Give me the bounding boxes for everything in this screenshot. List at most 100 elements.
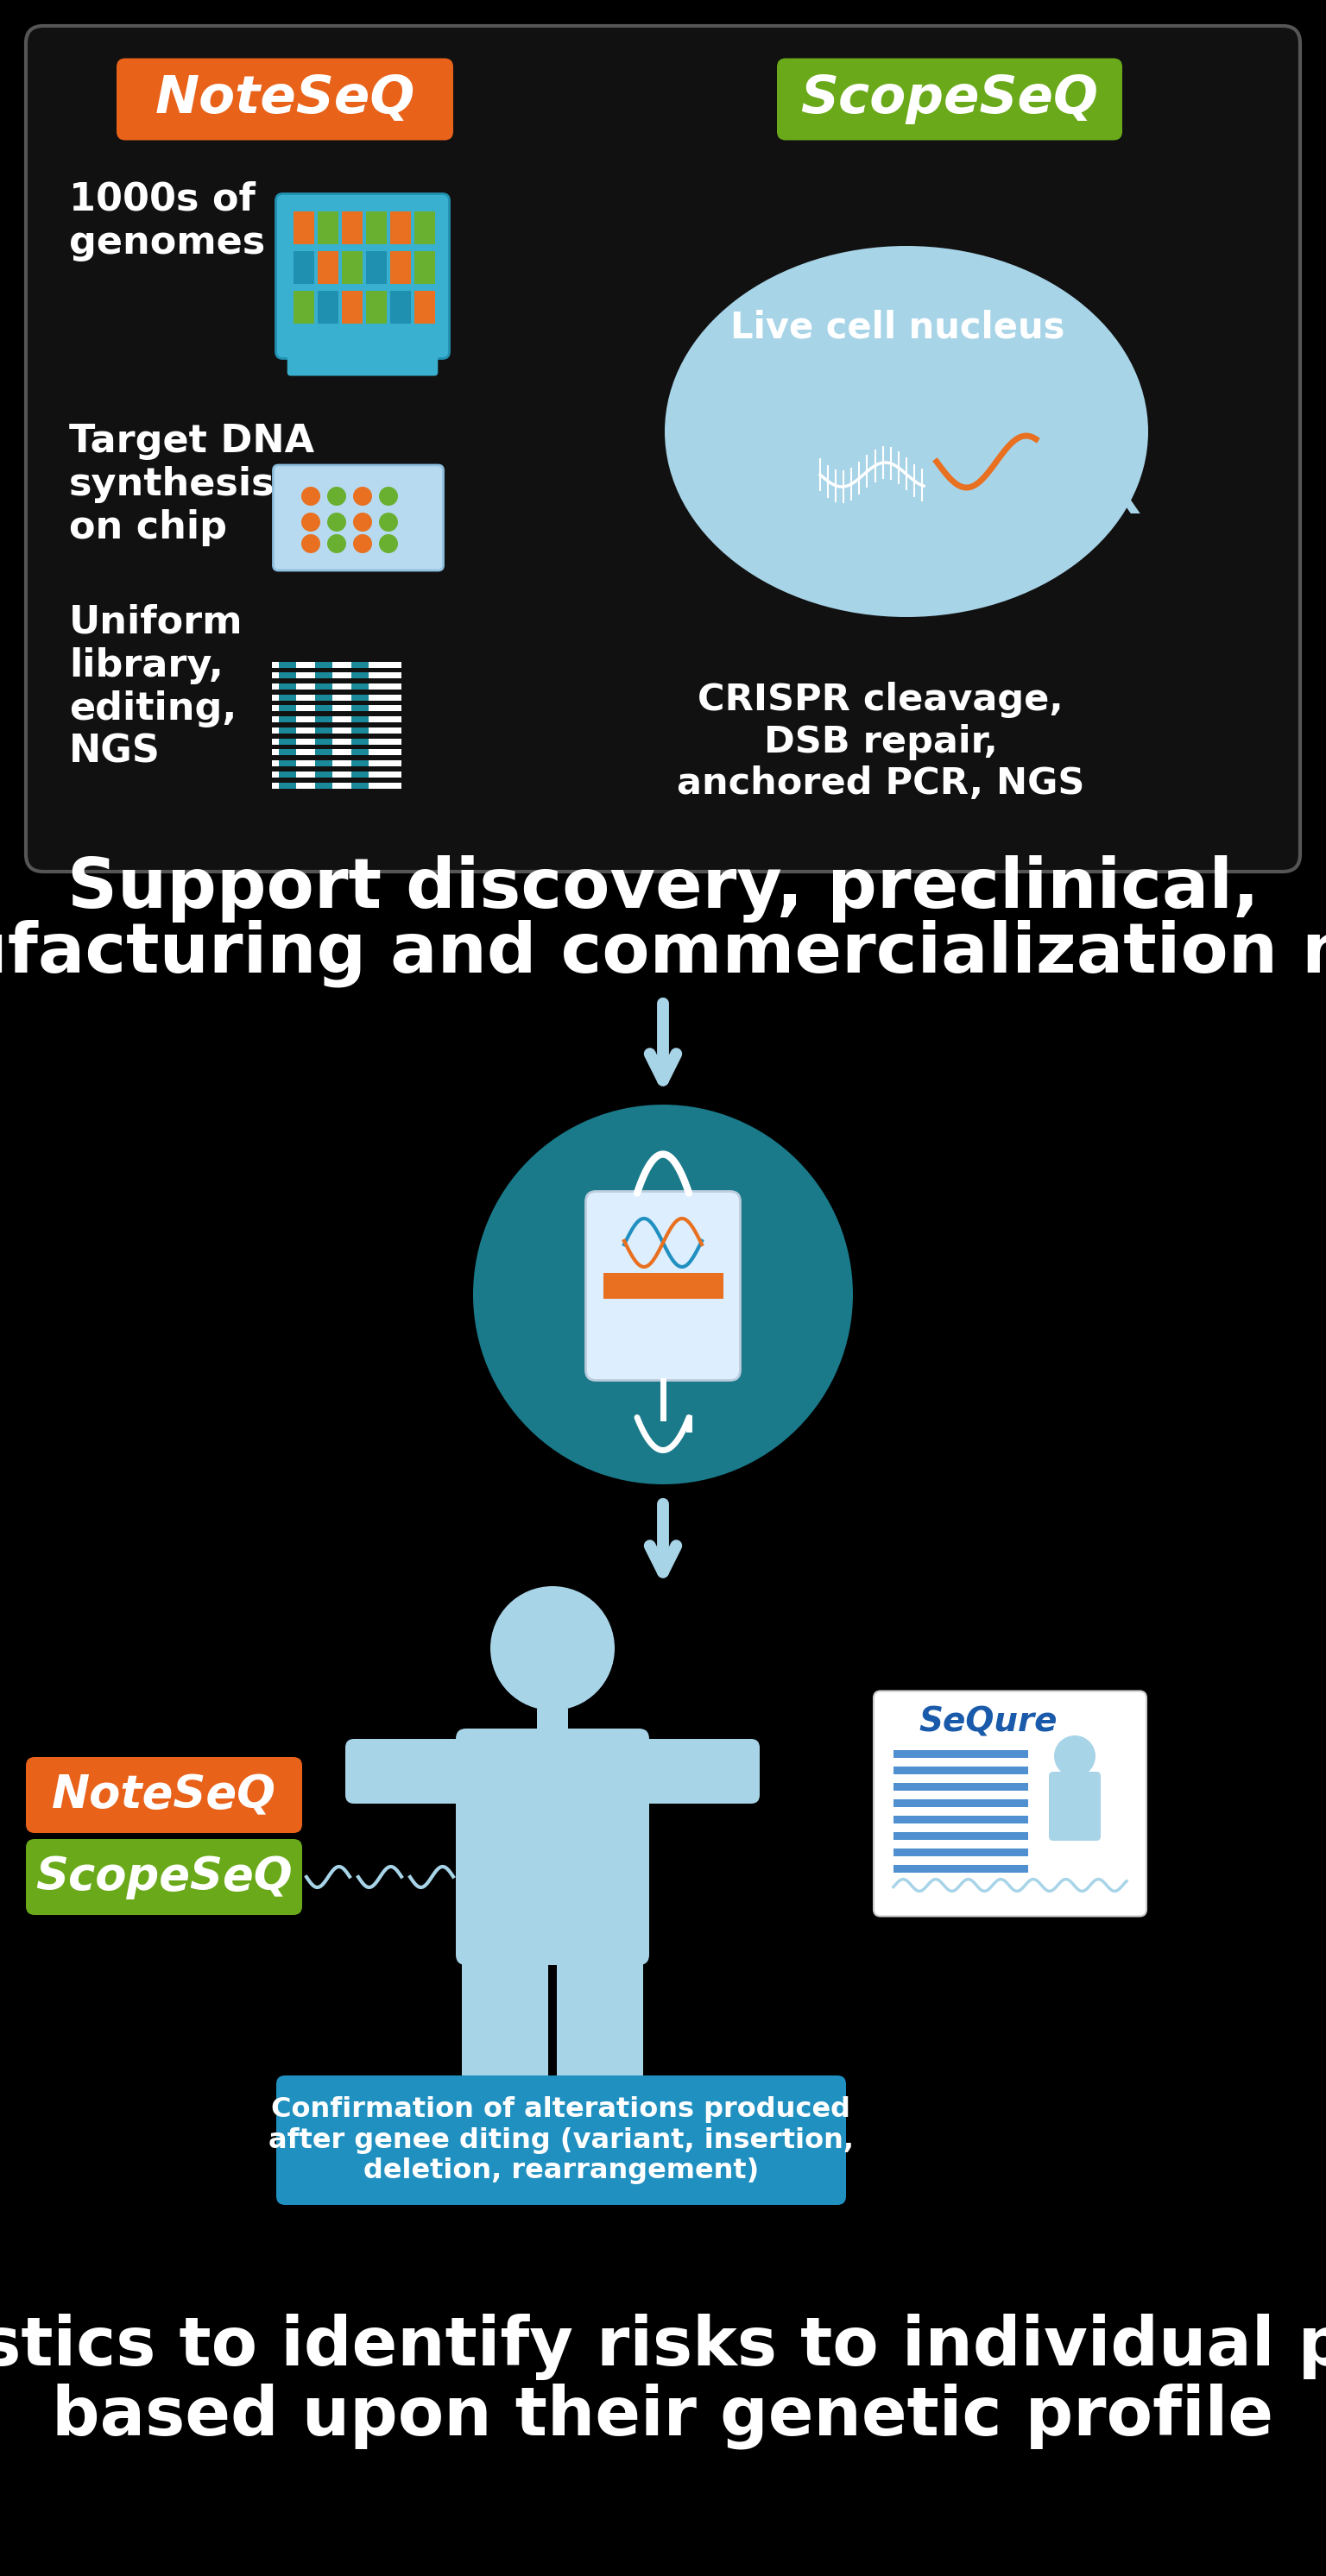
FancyBboxPatch shape (557, 1945, 643, 2154)
Bar (351, 662, 369, 667)
Bar (351, 696, 369, 701)
FancyBboxPatch shape (777, 59, 1122, 139)
Bar (316, 716, 333, 721)
Bar (316, 683, 333, 690)
Bar (293, 211, 314, 245)
Bar (316, 770, 333, 778)
Bar (316, 739, 333, 744)
Bar (351, 739, 369, 744)
Bar (351, 683, 369, 690)
Bar (537, 1708, 568, 1739)
Bar (414, 211, 435, 245)
FancyBboxPatch shape (117, 59, 453, 139)
Text: SeQure: SeQure (919, 1705, 1058, 1739)
Circle shape (353, 487, 373, 505)
Bar (366, 250, 386, 283)
Bar (603, 1273, 723, 1298)
FancyArrowPatch shape (650, 1005, 676, 1079)
Bar (351, 716, 369, 721)
Bar (278, 726, 296, 734)
Bar (390, 250, 411, 283)
Bar (341, 291, 362, 322)
FancyBboxPatch shape (27, 1839, 302, 1914)
Bar (317, 250, 338, 283)
Bar (341, 211, 362, 245)
FancyBboxPatch shape (456, 1728, 650, 1965)
FancyBboxPatch shape (276, 2076, 846, 2205)
FancyBboxPatch shape (586, 1190, 740, 1381)
Bar (278, 750, 296, 755)
FancyBboxPatch shape (276, 193, 450, 358)
Bar (272, 716, 400, 721)
Text: Support discovery, preclinical,: Support discovery, preclinical, (68, 855, 1258, 922)
Bar (316, 783, 333, 788)
Bar (351, 783, 369, 788)
Bar (272, 672, 400, 677)
Circle shape (328, 513, 346, 531)
Text: ScopeSeQ: ScopeSeQ (801, 75, 1098, 124)
Bar (894, 1798, 1028, 1806)
Bar (278, 739, 296, 744)
Bar (894, 1749, 1028, 1757)
Bar (278, 683, 296, 690)
Bar (316, 706, 333, 711)
Text: based upon their genetic profile: based upon their genetic profile (52, 2383, 1274, 2450)
FancyArrowPatch shape (650, 1504, 676, 1571)
Bar (272, 696, 400, 701)
Circle shape (491, 1587, 615, 1710)
Circle shape (301, 487, 321, 505)
Bar (316, 672, 333, 677)
Bar (366, 211, 386, 245)
Bar (351, 726, 369, 734)
Text: CRISPR cleavage,
DSB repair,
anchored PCR, NGS: CRISPR cleavage, DSB repair, anchored PC… (676, 683, 1085, 801)
Bar (278, 716, 296, 721)
Bar (272, 726, 400, 734)
Bar (278, 662, 296, 667)
Circle shape (1054, 1736, 1095, 1777)
Circle shape (328, 533, 346, 554)
Circle shape (473, 1105, 853, 1484)
Bar (316, 696, 333, 701)
Circle shape (379, 487, 398, 505)
Bar (272, 750, 400, 755)
Bar (272, 770, 400, 778)
Bar (278, 672, 296, 677)
Bar (390, 211, 411, 245)
FancyBboxPatch shape (345, 1739, 484, 1803)
Bar (293, 250, 314, 283)
Bar (390, 291, 411, 322)
Bar (272, 662, 400, 667)
Circle shape (353, 513, 373, 531)
FancyBboxPatch shape (874, 1690, 1147, 1917)
Bar (894, 1783, 1028, 1790)
FancyBboxPatch shape (27, 26, 1299, 871)
Bar (351, 770, 369, 778)
Text: Live cell nucleus: Live cell nucleus (731, 309, 1065, 345)
Text: Confirmation of alterations produced
after genee diting (variant, insertion,
del: Confirmation of alterations produced aft… (268, 2097, 854, 2184)
FancyBboxPatch shape (461, 1945, 548, 2154)
Bar (272, 783, 400, 788)
Text: X: X (1103, 477, 1140, 523)
Bar (894, 1767, 1028, 1775)
Bar (272, 706, 400, 711)
FancyBboxPatch shape (1049, 1772, 1101, 1842)
Circle shape (328, 487, 346, 505)
Bar (414, 250, 435, 283)
Bar (316, 726, 333, 734)
Text: ScopeSeQ: ScopeSeQ (36, 1855, 293, 1899)
Bar (278, 706, 296, 711)
Bar (351, 672, 369, 677)
Bar (351, 760, 369, 768)
Bar (272, 683, 400, 690)
Text: NoteSeQ: NoteSeQ (52, 1772, 276, 1819)
Text: X: X (690, 477, 727, 523)
Bar (894, 1847, 1028, 1855)
Circle shape (379, 513, 398, 531)
Bar (278, 770, 296, 778)
Bar (894, 1832, 1028, 1839)
Bar (317, 211, 338, 245)
Bar (293, 291, 314, 322)
Ellipse shape (664, 245, 1148, 618)
Bar (894, 1816, 1028, 1824)
Bar (316, 662, 333, 667)
